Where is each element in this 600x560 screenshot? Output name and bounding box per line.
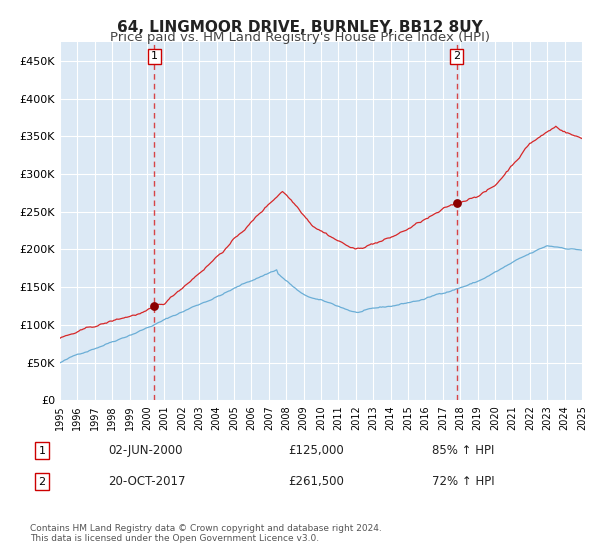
Text: 64, LINGMOOR DRIVE, BURNLEY, BB12 8UY: 64, LINGMOOR DRIVE, BURNLEY, BB12 8UY <box>117 20 483 35</box>
Text: Contains HM Land Registry data © Crown copyright and database right 2024.: Contains HM Land Registry data © Crown c… <box>30 524 382 533</box>
Text: £125,000: £125,000 <box>288 444 344 458</box>
Text: 20-OCT-2017: 20-OCT-2017 <box>108 475 185 488</box>
Text: 02-JUN-2000: 02-JUN-2000 <box>108 444 182 458</box>
Text: 2: 2 <box>453 52 460 62</box>
Point <box>452 199 461 208</box>
Text: 2: 2 <box>38 477 46 487</box>
Text: 1: 1 <box>151 52 158 62</box>
Text: Price paid vs. HM Land Registry's House Price Index (HPI): Price paid vs. HM Land Registry's House … <box>110 31 490 44</box>
Text: 85% ↑ HPI: 85% ↑ HPI <box>432 444 494 458</box>
Point <box>149 302 159 311</box>
Text: £261,500: £261,500 <box>288 475 344 488</box>
Text: 72% ↑ HPI: 72% ↑ HPI <box>432 475 494 488</box>
Text: This data is licensed under the Open Government Licence v3.0.: This data is licensed under the Open Gov… <box>30 534 319 543</box>
Text: 1: 1 <box>38 446 46 456</box>
